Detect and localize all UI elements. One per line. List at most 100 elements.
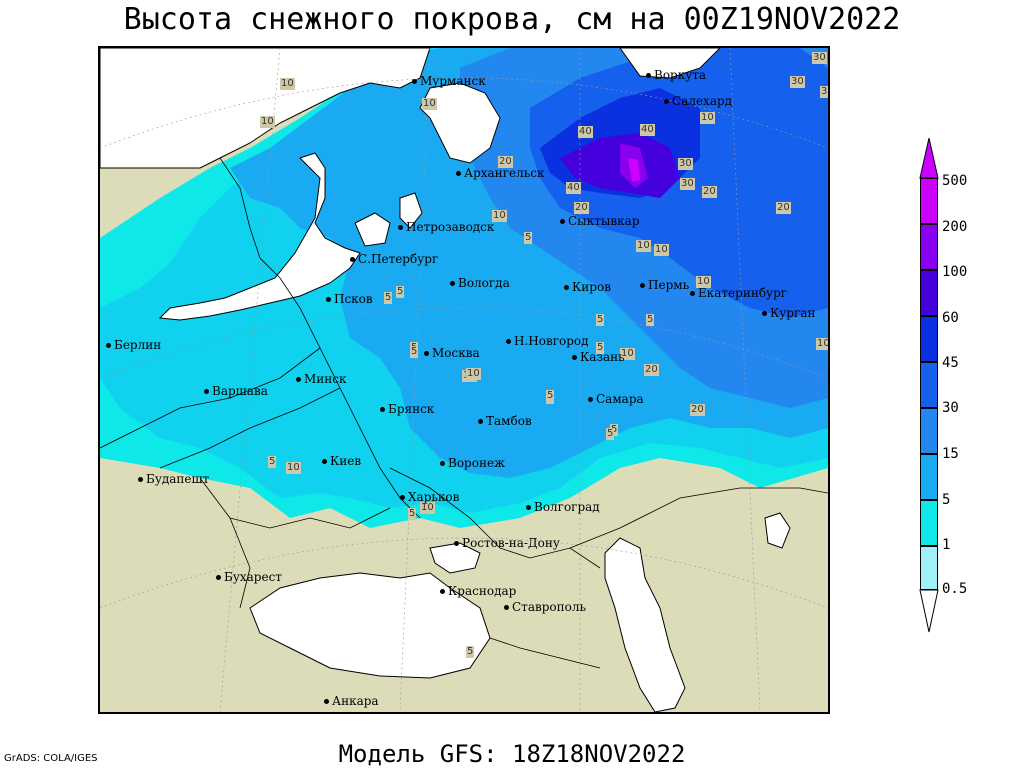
city-dot [646,73,651,78]
city-label: Волгоград [534,500,600,514]
map-canvas [100,48,828,712]
city-label: Самара [596,392,644,406]
lake-ladoga [354,212,391,247]
city-bukharest: Бухарест [216,570,282,584]
legend-swatch [920,178,938,224]
city-petrozavodsk: Петрозаводск [398,220,494,234]
city-dot [506,339,511,344]
contour-label: 5 [268,456,277,468]
city-dot [216,575,221,580]
city-dot [690,291,695,296]
city-label: Воркута [654,68,707,82]
contour-label: 10 [620,348,635,360]
contour-label: 5 [596,342,605,354]
city-label: Харьков [408,490,460,504]
map-panel: 10 30 10 30 30 20 40 40 20 40 30 20 10 1… [98,46,830,714]
city-dot [572,355,577,360]
city-dot [398,225,403,230]
contour-label: 10 [492,210,507,222]
city-kiev: Киев [322,454,361,468]
legend-label: 30 [942,400,959,416]
city-krasnodar: Краснодар [440,584,516,598]
city-label: Ставрополь [512,600,587,614]
city-dot [664,99,669,104]
legend-swatch [920,500,938,546]
city-label: Будапешт [146,472,210,486]
city-label: Бухарест [224,570,282,584]
city-label: Вологда [458,276,510,290]
city-dot [440,589,445,594]
city-dot [324,699,329,704]
borders [100,157,828,669]
contour-label: 40 [578,126,593,138]
city-dot [504,605,509,610]
contour-label: 5 [408,508,417,520]
contour-label: 30 [820,86,828,98]
white-sea [419,82,501,164]
kara-sea [619,48,721,79]
city-label: Сыктывкар [568,214,640,228]
city-label: Тамбов [486,414,532,428]
city-berlin: Берлин [106,338,161,352]
city-syktyvkar: Сыктывкар [560,214,640,228]
lake-onega [399,192,423,229]
city-ankara: Анкара [324,694,379,708]
legend-swatch [920,546,938,590]
city-label: Краснодар [448,584,517,598]
contour-label: 10 [280,78,295,90]
baltic-sea [158,152,361,321]
legend-label: 15 [942,446,959,462]
contour-label: 10 [466,368,481,380]
caspian-sea [604,537,686,712]
city-dot [350,257,355,262]
city-dot [204,389,209,394]
city-ekaterinburg: Екатеринбург [690,286,787,300]
city-dot [450,281,455,286]
color-legend: 500 200 100 60 45 30 15 5 1 0.5 [918,138,1018,638]
legend-label: 5 [942,492,951,508]
contour-label: 30 [790,76,805,88]
contour-label: 10 [260,116,275,128]
contour-label: 20 [690,404,705,416]
city-dot [138,477,143,482]
contour-label: 5 [384,292,393,304]
grads-credit: GrADS: COLA/IGES [4,753,98,764]
city-label: Казань [580,350,625,364]
contour-label: 40 [566,182,581,194]
contour-label: 30 [812,52,827,64]
contour-label: 10 [286,462,301,474]
city-salekhard: Салехард [664,94,732,108]
legend-label: 1 [942,537,951,553]
city-dot [526,505,531,510]
city-label: Курган [770,306,816,320]
legend-label: 100 [942,264,968,280]
contour-label: 10 [422,98,437,110]
legend-label: 0.5 [942,581,968,597]
city-label: С.Петербург [358,252,439,266]
contour-label: 5 [396,286,405,298]
contour-label: 30 [680,178,695,190]
city-kirov: Киров [564,280,611,294]
city-spb: С.Петербург [350,252,438,266]
city-dot [326,297,331,302]
city-kazan: Казань [572,350,625,364]
city-label: Берлин [114,338,162,352]
contour-label: 20 [498,156,513,168]
contour-label: 20 [776,202,791,214]
contour-label: 5 [646,314,655,326]
city-rostov: Ростов-на-Дону [454,536,560,550]
city-tambov: Тамбов [478,414,532,428]
city-dot [762,311,767,316]
city-label: Псков [334,292,373,306]
lake-aral [764,512,791,549]
city-dot [296,377,301,382]
city-bryansk: Брянск [380,402,434,416]
city-label: Киев [330,454,362,468]
legend-label: 45 [942,355,959,371]
city-label: Анкара [332,694,379,708]
city-label: Пермь [648,278,690,292]
city-budapesht: Будапешт [138,472,209,486]
city-label: Воронеж [448,456,506,470]
city-dot [560,219,565,224]
city-stavropol: Ставрополь [504,600,586,614]
